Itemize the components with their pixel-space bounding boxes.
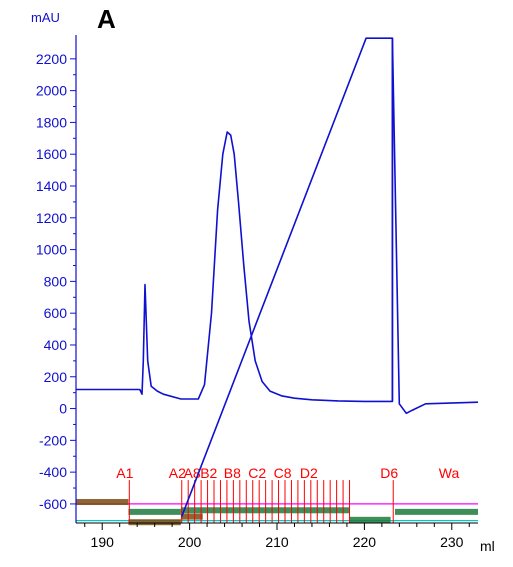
y-tick-label: 1000 xyxy=(36,242,67,258)
panel-label: A xyxy=(97,4,116,34)
y-tick-label: 200 xyxy=(44,369,68,385)
fraction-label: A1 xyxy=(116,465,133,481)
x-tick-label: 200 xyxy=(178,534,202,550)
step-trace-2-0 xyxy=(180,513,203,520)
y-tick-label: 800 xyxy=(44,273,68,289)
y-tick-label: 1400 xyxy=(36,178,67,194)
series-line-1 xyxy=(180,37,394,517)
fraction-label: D2 xyxy=(300,465,318,481)
fraction-label: D6 xyxy=(380,465,398,481)
fraction-label: A2 xyxy=(169,465,186,481)
y-tick-label: -600 xyxy=(39,496,67,512)
step-trace-1-0 xyxy=(128,508,181,515)
step-trace-1-3 xyxy=(394,508,478,515)
fraction-label: C8 xyxy=(274,465,292,481)
y-tick-label: -200 xyxy=(39,432,67,448)
y-tick-label: 2000 xyxy=(36,83,67,99)
x-tick-label: 220 xyxy=(353,534,377,550)
x-tick-label: 210 xyxy=(265,534,289,550)
y-tick-label: 600 xyxy=(44,305,68,321)
step-trace-0-0 xyxy=(76,499,129,506)
y-tick-label: 1200 xyxy=(36,210,67,226)
x-tick-label: 190 xyxy=(91,534,115,550)
x-axis-unit-label: ml xyxy=(480,538,495,554)
y-tick-label: 1800 xyxy=(36,114,67,130)
baseline-traces-layer xyxy=(76,499,478,526)
y-tick-label: 2200 xyxy=(36,51,67,67)
fraction-label: B8 xyxy=(224,465,241,481)
y-tick-label: 0 xyxy=(59,401,67,417)
y-axis-unit-label: mAU xyxy=(31,10,60,25)
fraction-label: B2 xyxy=(200,465,217,481)
y-tick-label: -400 xyxy=(39,464,67,480)
fraction-label: Wa xyxy=(439,465,460,481)
fraction-label: C2 xyxy=(248,465,266,481)
series-layer xyxy=(76,37,479,517)
series-line-0 xyxy=(76,37,479,415)
step-trace-2-1 xyxy=(128,519,181,526)
axes-layer: -600 -400 -200 0 200 400 600 800 1000 1200 1400 160… xyxy=(36,35,478,550)
y-tick-label: 1600 xyxy=(36,146,67,162)
step-trace-1-2 xyxy=(349,516,391,523)
y-tick-label: 400 xyxy=(44,337,68,353)
x-tick-label: 230 xyxy=(440,534,464,550)
